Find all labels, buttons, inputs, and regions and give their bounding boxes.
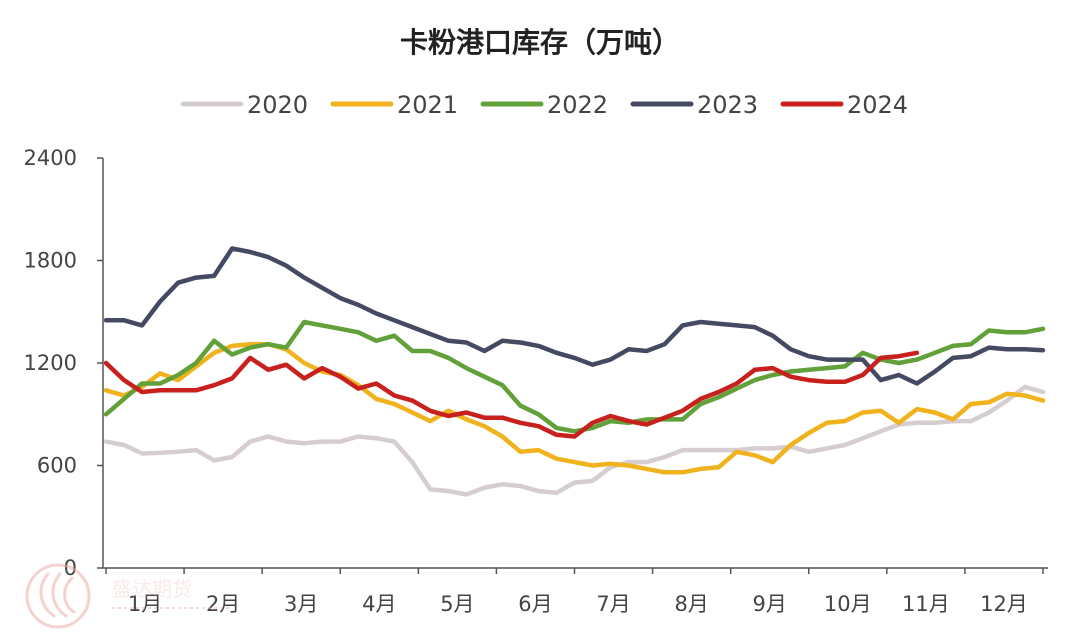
- series-line-2020: [103, 384, 1046, 497]
- legend-label-2022: 2022: [547, 91, 608, 119]
- x-tick-label: 2月: [206, 592, 240, 616]
- series-line-2022: [103, 319, 1046, 434]
- x-tick-label: 6月: [518, 592, 552, 616]
- x-tick-label: 4月: [362, 592, 396, 616]
- series-line-2023: [103, 246, 1046, 386]
- y-tick-label: 2400: [24, 146, 77, 170]
- watermark: 盛达期货: [25, 563, 232, 629]
- shengda-futures-logo-icon: [25, 563, 91, 629]
- legend-label-2020: 2020: [247, 91, 308, 119]
- chart-title: 卡粉港口库存（万吨）: [400, 26, 680, 59]
- legend-label-2021: 2021: [397, 91, 458, 119]
- x-tick-label: 3月: [284, 592, 318, 616]
- x-tick-label: 10月: [824, 592, 872, 616]
- x-tick-label: 12月: [980, 592, 1028, 616]
- x-tick-label: 5月: [440, 592, 474, 616]
- y-tick-label: 1200: [24, 351, 77, 375]
- watermark-company-text: 盛达期货: [112, 577, 192, 601]
- x-tick-label: 9月: [753, 592, 787, 616]
- chart-legend: 2020 2021 2022 2023 2024: [180, 91, 908, 119]
- series-line-2024: [103, 350, 920, 439]
- x-tick-label: 8月: [674, 592, 708, 616]
- y-tick-label: 1800: [24, 249, 77, 273]
- legend-label-2023: 2023: [697, 91, 758, 119]
- legend-label-2024: 2024: [847, 91, 908, 119]
- x-tick-label: 1月: [128, 592, 162, 616]
- series-lines: [103, 246, 1046, 497]
- x-tick-label: 11月: [902, 592, 950, 616]
- x-tick-label: 7月: [596, 592, 630, 616]
- y-tick-label: 600: [37, 454, 77, 478]
- x-axis-ticks: 1月 2月 3月 4月 5月 6月 7月 8月 9月 10月 11月 12月: [105, 568, 1044, 616]
